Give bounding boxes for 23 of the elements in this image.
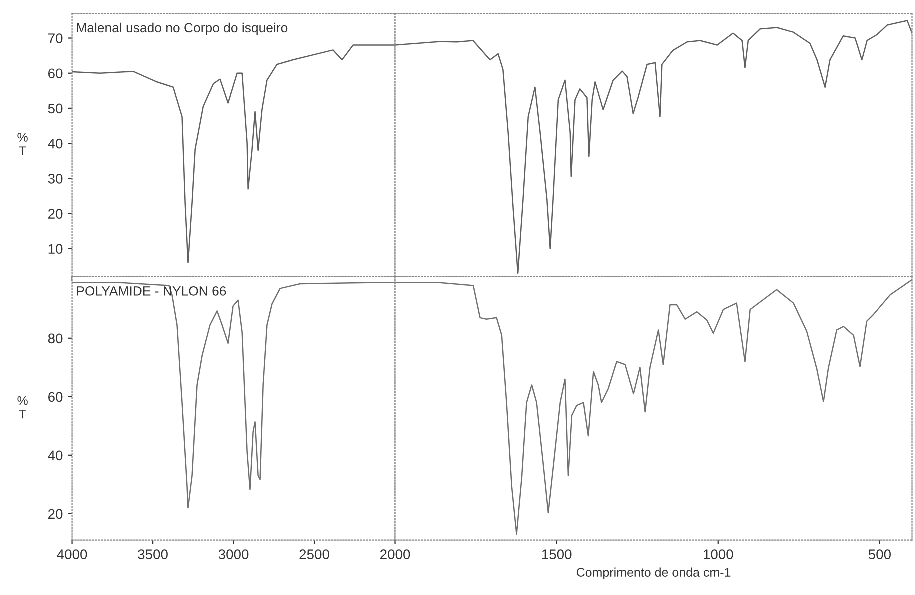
y-tick-label: 80	[48, 334, 63, 344]
x-tick-label: 4000	[57, 550, 88, 560]
y-tick-label: 60	[48, 68, 63, 79]
y-tick-label: 10	[48, 244, 63, 254]
y-tick-label: 20	[48, 509, 63, 520]
x-axis-title: Comprimento de onda cm-1	[576, 568, 731, 580]
y-tick-label: 30	[48, 174, 63, 184]
x-tick-label: 2000	[380, 550, 410, 560]
x-tick-label: 1000	[704, 550, 734, 560]
x-tick-label: 2500	[300, 550, 330, 560]
y-tick-label: 60	[48, 392, 63, 402]
x-tick-label: 3000	[218, 550, 249, 560]
x-tick-label: 3500	[138, 550, 168, 560]
x-tick-label: 1500	[542, 550, 572, 560]
y-tick-label: 20	[48, 209, 63, 219]
x-tick-label: 500	[868, 550, 891, 560]
y-axis-title: % T	[18, 396, 28, 419]
y-tick-label: 50	[48, 104, 63, 114]
y-tick-label: 70	[48, 34, 63, 44]
y-tick-label: 40	[48, 138, 63, 149]
annotation: Malenal usado no Corpo do isqueiro	[77, 22, 288, 36]
y-axis-title: % T	[18, 133, 28, 156]
y-tick-label: 40	[48, 450, 63, 461]
